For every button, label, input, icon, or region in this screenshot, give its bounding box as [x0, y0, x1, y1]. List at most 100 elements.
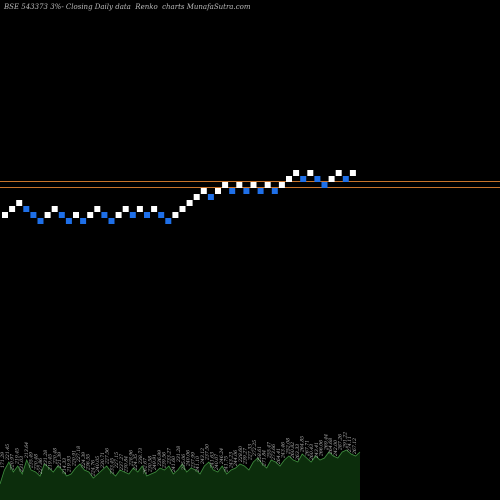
renko-brick-up [307, 170, 314, 176]
volume-label: 220.97 [10, 454, 16, 471]
volume-label: 241.63 [209, 452, 215, 469]
volume-label: 230.84 [124, 456, 130, 473]
volume-label: 239.27 [243, 448, 249, 465]
volume-label: 224.76 [90, 460, 96, 477]
renko-brick-down [80, 218, 87, 224]
renko-brick-down [58, 212, 65, 218]
renko-brick-up [94, 206, 101, 212]
volume-label: 255.47 [266, 442, 272, 459]
renko-brick-up [328, 176, 335, 182]
renko-brick-up [87, 212, 94, 218]
price-lines [0, 181, 500, 188]
volume-label: 219.45 [14, 448, 20, 465]
renko-brick-up [200, 188, 207, 194]
volume-label: 249.91 [152, 454, 158, 471]
volume-label: 230.58 [148, 456, 154, 473]
volume-label: 236.99 [157, 450, 163, 467]
volume-label: 227.86 [38, 458, 44, 475]
renko-brick-down [165, 218, 172, 224]
volume-label: 243.46 [281, 442, 287, 459]
volume-label: 273.66 [271, 444, 277, 461]
renko-brick-down [243, 188, 250, 194]
volume-label: 244.06 [233, 450, 239, 467]
volume-label: 267.12 [352, 438, 358, 455]
volume-label: 227.18 [76, 446, 82, 463]
volume-label: 266.06 [319, 440, 325, 457]
volume-label: 291.22 [343, 432, 349, 449]
volume-label: 246.24 [219, 448, 225, 465]
renko-brick-up [9, 206, 16, 212]
volume-label: 238.73 [138, 448, 144, 465]
renko-brick-up [286, 176, 292, 182]
volume-label: 252.08 [285, 438, 291, 455]
volume-label: 258.61 [257, 446, 263, 463]
volume-label: 287.26 [338, 434, 344, 451]
renko-brick-down [271, 188, 278, 194]
renko-brick-up [222, 182, 229, 188]
volume-label: 272.25 [252, 440, 258, 457]
renko-brick-down [158, 212, 165, 218]
chart-title: BSE 543373 3%- Closing Daily data Renko … [4, 3, 251, 11]
renko-brick-down [314, 176, 321, 182]
volume-label: 171.29 [0, 452, 6, 468]
volume-label: 230.71 [100, 452, 106, 469]
renko-brick-up [73, 212, 79, 218]
renko-brick-down [342, 176, 349, 182]
renko-brick-down [207, 194, 214, 200]
volume-label: 274.11 [347, 436, 353, 453]
renko-brick-up [264, 182, 271, 188]
renko-brick-up [51, 206, 58, 212]
renko-brick-up [293, 170, 300, 176]
volume-label: 220.48 [33, 454, 39, 471]
volume-label: 213.64 [24, 442, 30, 459]
volume-label: 267.71 [304, 440, 310, 457]
renko-brick-down [65, 218, 72, 224]
renko-brick-down [129, 212, 136, 218]
volume-label: 237.99 [190, 452, 196, 469]
volume-label: 227.33 [247, 444, 253, 461]
renko-brick-down [257, 188, 264, 194]
renko-brick-up [115, 212, 122, 218]
volume-label: 242.00 [333, 440, 339, 457]
volume-label: 224.35 [133, 454, 139, 471]
volume-label: 228.96 [128, 450, 134, 467]
renko-brick-down [144, 212, 150, 218]
volume-label: 260.82 [290, 442, 296, 459]
renko-brick-up [278, 182, 285, 188]
renko-brick-down [229, 188, 236, 194]
volume-area [0, 449, 361, 500]
volume-label: 264.85 [300, 436, 306, 453]
renko-brick-up [44, 212, 51, 218]
renko-brick-up [122, 206, 129, 212]
renko-brick-up [335, 170, 342, 176]
renko-brick-up [349, 170, 356, 176]
renko-brick-down [300, 176, 307, 182]
volume-label: 260.43 [309, 444, 315, 461]
volume-label: 220.48 [52, 448, 58, 465]
volume-label: 231.28 [176, 446, 182, 463]
volume-line [0, 449, 361, 485]
volume-label: 264.41 [276, 448, 282, 465]
volume-label: 219.93 [67, 456, 73, 473]
volume-label: 269.44 [324, 434, 330, 451]
volume-label: 240.07 [214, 454, 220, 471]
volume-label: 224.39 [81, 452, 87, 469]
renko-brick-down [23, 206, 30, 212]
volume-label: 228.60 [238, 446, 244, 463]
renko-brick-down [101, 212, 108, 218]
volume-label: 235.49 [29, 452, 35, 469]
renko-brick-up [172, 212, 179, 218]
volume-label: 236.55 [86, 454, 92, 471]
volume-label: 241.75 [224, 456, 230, 473]
volume-label: 243.41 [314, 442, 320, 459]
renko-brick-down [108, 218, 115, 224]
renko-brick-up [215, 188, 221, 194]
volume-label: 233.27 [167, 448, 173, 465]
volume-label: 237.27 [119, 454, 125, 471]
volume-label: 221.45 [5, 444, 11, 461]
volume-label: 263.33 [295, 444, 301, 461]
volume-label: 220.91 [71, 450, 77, 467]
